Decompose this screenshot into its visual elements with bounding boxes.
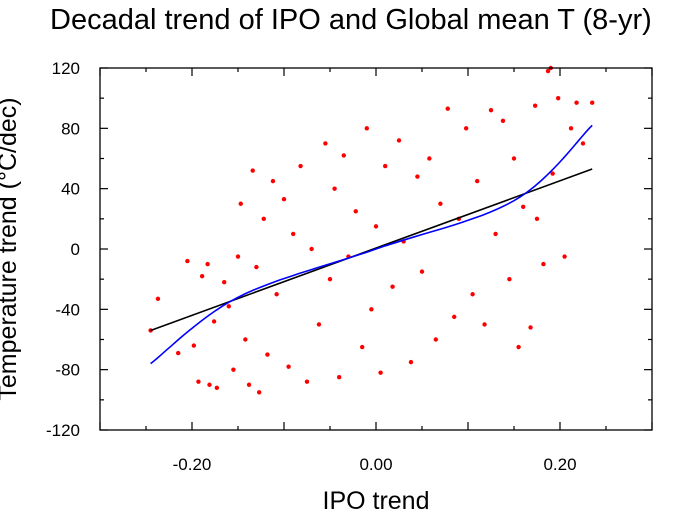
data-point (452, 314, 457, 320)
data-point (196, 379, 201, 384)
data-point (369, 307, 374, 312)
data-point (427, 156, 432, 161)
x-tick-label: 0.20 (543, 455, 576, 474)
data-point (226, 304, 231, 309)
y-tick-label: 120 (52, 59, 80, 78)
data-point (185, 258, 190, 264)
data-point (470, 292, 475, 297)
data-point (211, 319, 217, 324)
data-point (360, 344, 365, 350)
data-point (511, 156, 517, 161)
data-point (500, 118, 506, 123)
data-point (191, 343, 197, 348)
data-point (207, 382, 212, 387)
data-point (309, 246, 314, 252)
data-point (155, 296, 161, 301)
data-point (445, 106, 450, 111)
data-point (327, 276, 333, 282)
y-tick-label: -80 (55, 361, 80, 380)
x-axis: -0.20 0.00 0.20 (99, 68, 653, 474)
y-axis-label: Temperature trend (°C/dec) (0, 97, 22, 400)
data-point (408, 359, 414, 365)
data-point (433, 337, 438, 342)
data-point (390, 284, 395, 289)
data-point (214, 385, 220, 390)
data-point (532, 103, 538, 108)
x-tick-label: 0.00 (359, 455, 392, 474)
data-point (516, 344, 521, 350)
data-point (286, 364, 291, 369)
data-point (323, 141, 328, 146)
data-points (148, 65, 595, 395)
data-point (482, 322, 487, 327)
fit-lines (150, 124, 593, 365)
data-point (463, 126, 469, 131)
y-tick-label: -120 (46, 421, 80, 440)
data-point (555, 95, 561, 101)
data-point (261, 216, 266, 222)
data-point (199, 273, 205, 279)
data-point (222, 279, 227, 285)
data-point (378, 370, 383, 375)
data-point (521, 204, 526, 209)
data-point (415, 174, 420, 179)
data-point (364, 126, 369, 131)
y-tick-label: 0 (71, 240, 80, 259)
data-point (580, 141, 586, 146)
data-point (475, 178, 480, 184)
y-tick-label: -40 (55, 300, 80, 319)
data-point (550, 171, 555, 176)
data-point (574, 100, 579, 105)
chart-title: Decadal trend of IPO and Global mean T (… (50, 4, 652, 36)
data-point (304, 379, 310, 384)
data-point (243, 337, 248, 342)
data-point (332, 186, 337, 191)
data-point (246, 382, 252, 387)
data-point (274, 292, 279, 297)
data-point (373, 224, 379, 229)
data-point (298, 163, 303, 169)
data-point (562, 254, 567, 259)
data-point (235, 254, 241, 259)
data-point (291, 231, 296, 237)
data-point (507, 276, 512, 282)
data-point (534, 216, 540, 222)
data-point (488, 108, 494, 113)
data-point (493, 231, 498, 237)
data-point (281, 197, 287, 202)
data-point (270, 178, 276, 184)
y-tick-label: 80 (61, 119, 80, 138)
data-point (316, 322, 322, 327)
data-point (383, 163, 388, 169)
data-point (396, 138, 402, 143)
data-point (265, 352, 270, 357)
data-point (256, 390, 262, 395)
data-point (438, 201, 443, 206)
data-point (238, 201, 243, 206)
data-point (528, 325, 533, 330)
data-point (176, 350, 181, 356)
data-point (254, 264, 259, 270)
data-point (419, 269, 425, 274)
data-point (205, 261, 210, 267)
y-axis: -120 -80 -40 0 40 80 120 (46, 59, 652, 440)
x-axis-label: IPO trend (323, 487, 430, 515)
cubic-fit-line (150, 124, 593, 365)
data-point (545, 68, 551, 74)
data-point (341, 153, 346, 158)
data-point (568, 126, 574, 131)
data-point (590, 100, 595, 105)
data-point (541, 261, 546, 267)
data-point (231, 367, 236, 372)
data-point (353, 209, 358, 214)
data-point (337, 375, 342, 380)
x-tick-label: -0.20 (173, 455, 212, 474)
data-point (250, 168, 255, 173)
y-tick-label: 40 (61, 180, 80, 199)
